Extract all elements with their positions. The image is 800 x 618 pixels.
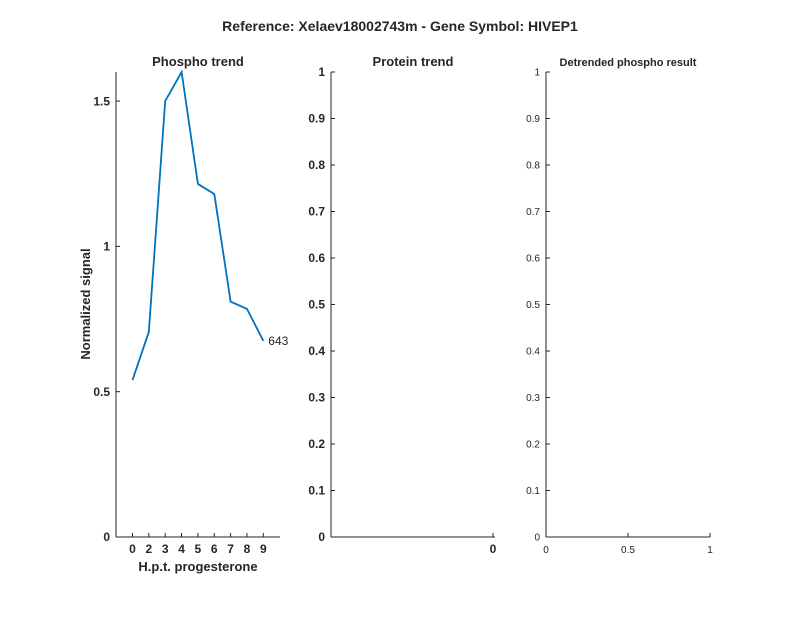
protein-trend-panel: Protein trend 00.10.20.30.40.50.60.70.80… xyxy=(308,54,496,556)
detrended-y-tick-label: 1 xyxy=(534,68,540,79)
phospho-series-line xyxy=(131,69,265,381)
protein-y-tick-label: 0.4 xyxy=(308,344,325,358)
detrended-y-tick-label: 0.6 xyxy=(526,254,540,265)
phospho-x-tick-label: 8 xyxy=(244,542,251,556)
detrended-y-tick-label: 0.7 xyxy=(526,207,540,218)
phospho-x-tick-label: 3 xyxy=(162,542,169,556)
phospho-x-tick-label: 4 xyxy=(178,542,185,556)
detrended-x-tick-label: 0 xyxy=(543,545,549,556)
protein-x-tick-label: 0 xyxy=(490,542,497,556)
protein-trend-title: Protein trend xyxy=(373,54,454,69)
protein-y-tick-label: 0.1 xyxy=(308,484,325,498)
phospho-y-tick-label: 1.5 xyxy=(93,94,110,108)
phospho-y-axis-label: Normalized signal xyxy=(78,248,93,359)
protein-y-tick-label: 0.2 xyxy=(308,437,325,451)
phospho-y-tick-label: 0.5 xyxy=(93,385,110,399)
protein-y-tick-label: 0.3 xyxy=(308,391,325,405)
figure-title: Reference: Xelaev18002743m - Gene Symbol… xyxy=(222,18,578,34)
phospho-x-tick-label: 9 xyxy=(260,542,267,556)
phospho-x-axis-label: H.p.t. progesterone xyxy=(138,559,257,574)
detrended-y-tick-label: 0.9 xyxy=(526,114,540,125)
phospho-y-ticks: 0 0.5 1 1.5 xyxy=(93,94,120,544)
detrended-x-tick-label: 1 xyxy=(707,545,713,556)
protein-y-tick-label: 0 xyxy=(318,530,325,544)
phospho-y-tick-label: 0 xyxy=(103,530,110,544)
protein-y-tick-label: 0.6 xyxy=(308,251,325,265)
protein-y-tick-label: 0.9 xyxy=(308,112,325,126)
detrended-y-tick-label: 0.8 xyxy=(526,161,540,172)
phospho-x-tick-label: 5 xyxy=(195,542,202,556)
detrended-phospho-title: Detrended phospho result xyxy=(560,57,697,69)
protein-x-ticks: 0 xyxy=(490,533,497,556)
protein-y-tick-label: 1 xyxy=(318,65,325,79)
protein-y-tick-label: 0.5 xyxy=(308,298,325,312)
protein-y-tick-label: 0.8 xyxy=(308,158,325,172)
detrended-y-tick-label: 0.5 xyxy=(526,300,540,311)
detrended-x-tick-label: 0.5 xyxy=(621,545,635,556)
detrended-y-tick-label: 0 xyxy=(534,533,540,544)
phospho-trend-title: Phospho trend xyxy=(152,54,244,69)
phospho-series-annotation: 643 xyxy=(268,334,288,348)
phospho-y-tick-label: 1 xyxy=(103,240,110,254)
protein-y-tick-label: 0.7 xyxy=(308,205,325,219)
detrended-y-ticks: 0 0.1 0.2 0.3 0.4 0.5 0.6 0.7 0.8 0.9 1 xyxy=(526,68,550,544)
detrended-y-tick-label: 0.4 xyxy=(526,347,540,358)
detrended-y-tick-label: 0.2 xyxy=(526,440,540,451)
detrended-x-ticks: 0 0.5 1 xyxy=(543,533,713,556)
detrended-y-tick-label: 0.3 xyxy=(526,393,540,404)
detrended-phospho-panel: Detrended phospho result 0 0.1 0.2 0.3 0.4 0.… xyxy=(526,57,713,556)
phospho-x-tick-label: 2 xyxy=(146,542,153,556)
phospho-x-tick-label: 0 xyxy=(129,542,136,556)
phospho-x-tick-label: 7 xyxy=(227,542,234,556)
phospho-x-tick-label: 6 xyxy=(211,542,218,556)
protein-y-ticks: 0 0.1 0.2 0.3 0.4 0.5 0.6 0.7 0.8 0.9 1 xyxy=(308,65,335,544)
detrended-y-tick-label: 0.1 xyxy=(526,486,540,497)
